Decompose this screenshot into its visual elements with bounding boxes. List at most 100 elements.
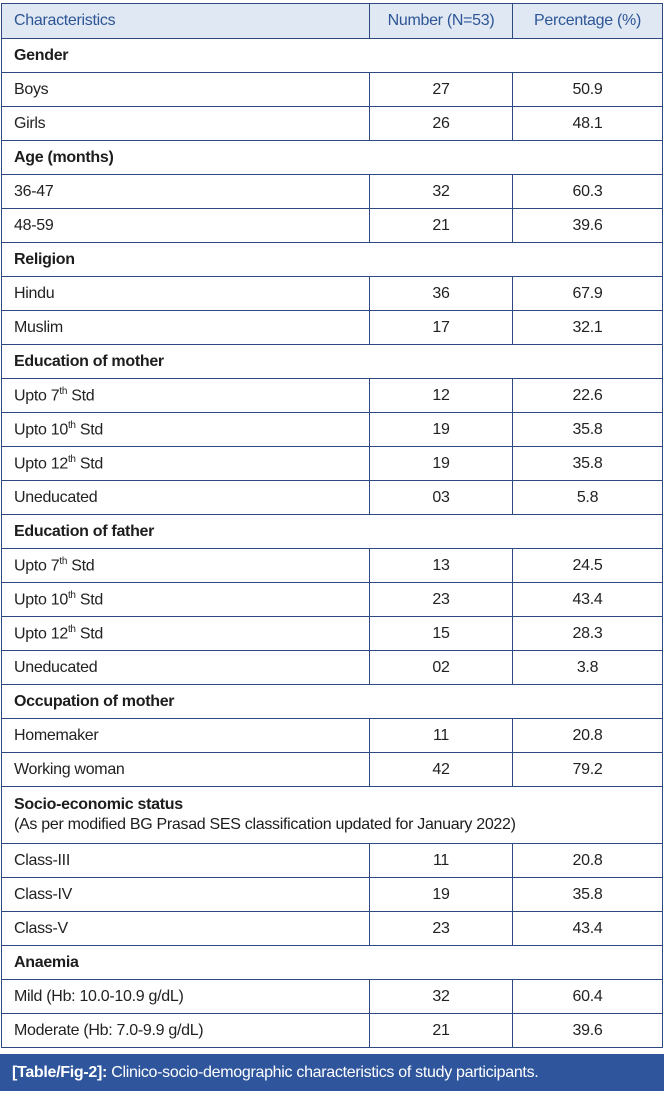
row-percentage: 50.9 xyxy=(512,72,663,107)
row-label-superscript: th xyxy=(67,589,76,601)
group-header-row: Anaemia xyxy=(1,945,663,980)
table-row: Upto 12th Std 19 35.8 xyxy=(1,446,663,481)
group-header-row: Education of father xyxy=(1,514,663,549)
table-row: Moderate (Hb: 7.0-9.9 g/dL) 21 39.6 xyxy=(1,1013,663,1048)
row-label: 36-47 xyxy=(14,182,54,200)
row-number: 15 xyxy=(369,616,513,651)
table-row: Class-IV 19 35.8 xyxy=(1,877,663,912)
group-header-row: Gender xyxy=(1,38,663,73)
group-title: Gender xyxy=(14,46,69,64)
group-title-cell: Religion xyxy=(1,242,663,277)
row-label-cell: Moderate (Hb: 7.0-9.9 g/dL) xyxy=(1,1013,370,1048)
group-title: Socio-economic status xyxy=(14,796,183,813)
row-number: 42 xyxy=(369,752,513,787)
group-title: Education of mother xyxy=(14,352,164,370)
header-percentage: Percentage (%) xyxy=(512,3,663,39)
row-percentage: 43.4 xyxy=(512,911,663,946)
row-label-superscript: th xyxy=(67,453,76,465)
group-header-row: Education of mother xyxy=(1,344,663,379)
group-subtitle: (As per modified BG Prasad SES classific… xyxy=(14,816,516,833)
group-header-row: Age (months) xyxy=(1,140,663,175)
row-number: 21 xyxy=(369,1013,513,1048)
row-label: Uneducated xyxy=(14,658,98,676)
row-percentage: 35.8 xyxy=(512,412,663,447)
group-title-cell: Anaemia xyxy=(1,945,663,980)
row-label: Upto 12 xyxy=(14,455,68,473)
row-percentage: 3.8 xyxy=(512,650,663,685)
table-row: Class-III 11 20.8 xyxy=(1,843,663,878)
table-row: Homemaker 11 20.8 xyxy=(1,718,663,753)
row-number: 19 xyxy=(369,412,513,447)
table-row: Upto 7th Std 13 24.5 xyxy=(1,548,663,583)
row-percentage: 48.1 xyxy=(512,106,663,141)
row-label-cell: 48-59 xyxy=(1,208,370,243)
row-label-cell: Working woman xyxy=(1,752,370,787)
row-percentage: 79.2 xyxy=(512,752,663,787)
row-label-suffix: Std xyxy=(75,625,103,643)
table-row: Upto 10th Std 19 35.8 xyxy=(1,412,663,447)
row-label: Hindu xyxy=(14,284,55,302)
group-title: Age (months) xyxy=(14,148,114,166)
group-title: Education of father xyxy=(14,522,155,540)
row-label-cell: Hindu xyxy=(1,276,370,311)
row-number: 12 xyxy=(369,378,513,413)
group-title: Religion xyxy=(14,250,75,268)
table-row: Girls 26 48.1 xyxy=(1,106,663,141)
row-percentage: 35.8 xyxy=(512,446,663,481)
row-number: 23 xyxy=(369,911,513,946)
row-label-superscript: th xyxy=(59,555,68,567)
table-row: Uneducated 03 5.8 xyxy=(1,480,663,515)
row-label-cell: Mild (Hb: 10.0-10.9 g/dL) xyxy=(1,979,370,1014)
table-row: Hindu 36 67.9 xyxy=(1,276,663,311)
row-number: 27 xyxy=(369,72,513,107)
header-characteristics: Characteristics xyxy=(1,3,370,39)
row-label: Moderate (Hb: 7.0-9.9 g/dL) xyxy=(14,1021,204,1039)
row-number: 19 xyxy=(369,877,513,912)
row-percentage: 43.4 xyxy=(512,582,663,617)
group-header-row: Occupation of mother xyxy=(1,684,663,719)
row-label-superscript: th xyxy=(67,419,76,431)
row-number: 11 xyxy=(369,843,513,878)
row-percentage: 20.8 xyxy=(512,718,663,753)
row-number: 19 xyxy=(369,446,513,481)
row-number: 11 xyxy=(369,718,513,753)
table-row: Working woman 42 79.2 xyxy=(1,752,663,787)
row-label-suffix: Std xyxy=(75,591,103,609)
row-label-cell: Muslim xyxy=(1,310,370,345)
group-title: Occupation of mother xyxy=(14,692,175,710)
row-label-cell: Upto 12th Std xyxy=(1,446,370,481)
row-label: Boys xyxy=(14,80,49,98)
table-row: Muslim 17 32.1 xyxy=(1,310,663,345)
row-label: Upto 10 xyxy=(14,421,68,439)
row-percentage: 20.8 xyxy=(512,843,663,878)
row-number: 32 xyxy=(369,979,513,1014)
characteristics-table: Characteristics Number (N=53) Percentage… xyxy=(1,3,663,1048)
row-label-cell: Uneducated xyxy=(1,650,370,685)
table-row: Upto 7th Std 12 22.6 xyxy=(1,378,663,413)
row-percentage: 28.3 xyxy=(512,616,663,651)
row-label: Homemaker xyxy=(14,726,99,744)
row-number: 13 xyxy=(369,548,513,583)
table-header-row: Characteristics Number (N=53) Percentage… xyxy=(1,3,663,39)
row-label: Working woman xyxy=(14,760,125,778)
row-number: 26 xyxy=(369,106,513,141)
row-percentage: 60.4 xyxy=(512,979,663,1014)
row-label: Class-V xyxy=(14,919,68,937)
table-row: Mild (Hb: 10.0-10.9 g/dL) 32 60.4 xyxy=(1,979,663,1014)
row-label: Class-III xyxy=(14,851,70,869)
row-label-superscript: th xyxy=(67,623,76,635)
row-percentage: 24.5 xyxy=(512,548,663,583)
group-title-cell: Age (months) xyxy=(1,140,663,175)
row-number: 02 xyxy=(369,650,513,685)
row-label-suffix: Std xyxy=(67,387,95,405)
group-title-cell: Education of mother xyxy=(1,344,663,379)
row-percentage: 5.8 xyxy=(512,480,663,515)
group-title-cell: Socio-economic status (As per modified BG… xyxy=(1,786,663,844)
row-label-cell: Class-IV xyxy=(1,877,370,912)
group-title-cell: Education of father xyxy=(1,514,663,549)
row-label: Girls xyxy=(14,114,46,132)
row-percentage: 60.3 xyxy=(512,174,663,209)
row-label: Class-IV xyxy=(14,885,73,903)
row-label: Uneducated xyxy=(14,488,98,506)
row-label: Muslim xyxy=(14,318,63,336)
